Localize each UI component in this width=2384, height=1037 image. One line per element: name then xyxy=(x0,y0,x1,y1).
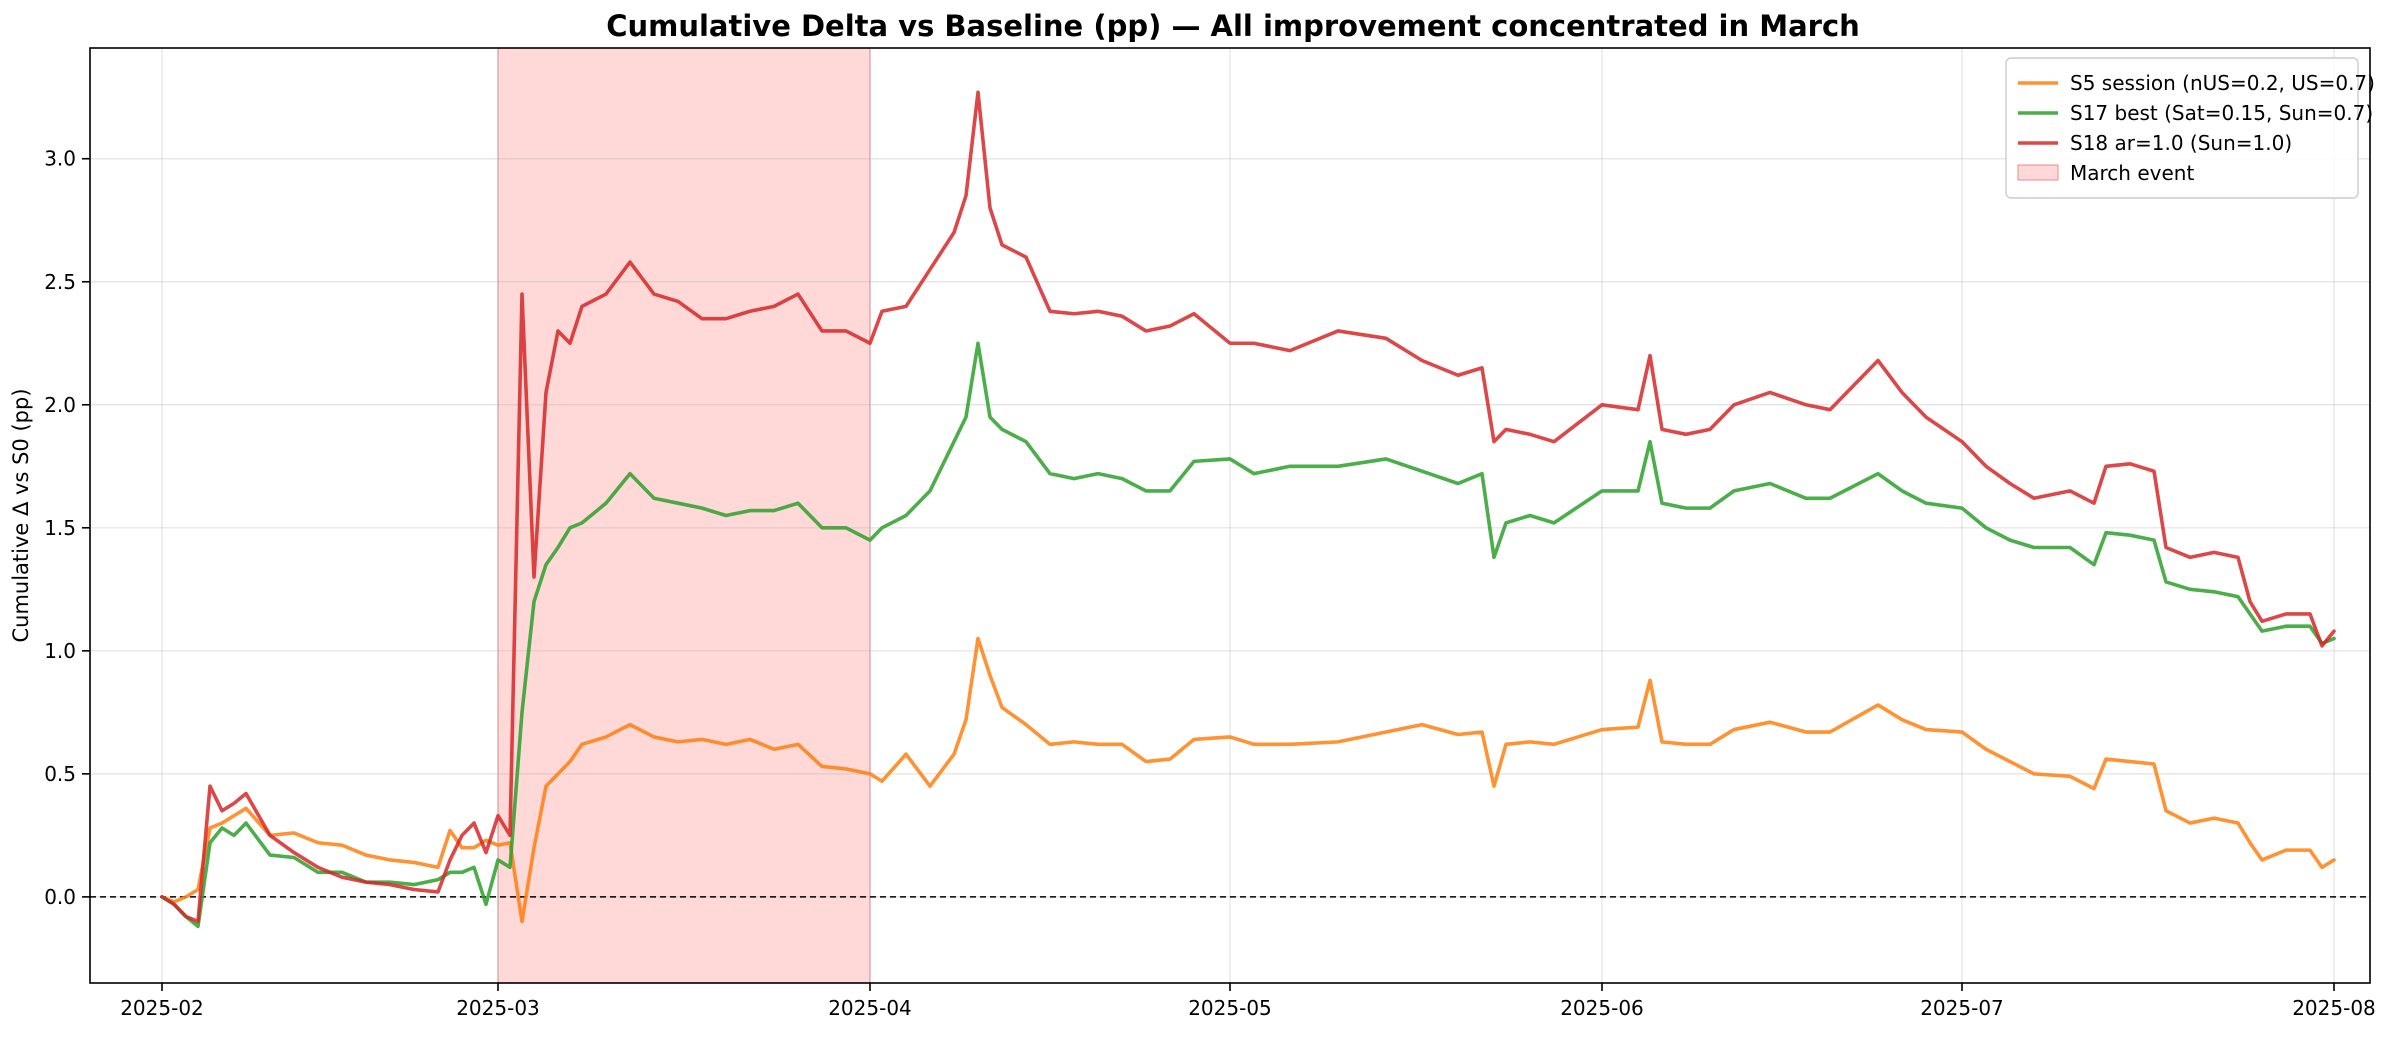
shaded-region-march xyxy=(497,47,871,984)
x-tick-label: 2025-04 xyxy=(828,996,912,1020)
y-axis: 0.0 0.5 1.0 1.5 2.0 2.5 3.0 xyxy=(44,147,90,909)
x-tick-label: 2025-08 xyxy=(2292,996,2376,1020)
y-tick-label: 0.0 xyxy=(44,885,76,909)
legend-label-series-1: S5 session (nUS=0.2, US=0.7) xyxy=(2070,71,2375,95)
x-tick-label: 2025-07 xyxy=(1920,996,2004,1020)
legend-label-series-2: S17 best (Sat=0.15, Sun=0.7) xyxy=(2070,101,2373,125)
legend-label-series-3: S18 ar=1.0 (Sun=1.0) xyxy=(2070,131,2292,155)
chart-title: Cumulative Delta vs Baseline (pp) — All … xyxy=(606,9,1860,43)
legend: S5 session (nUS=0.2, US=0.7) S17 best (Sa… xyxy=(2005,57,2375,199)
series-layer xyxy=(160,90,2336,929)
shaded-region-layer xyxy=(497,47,871,984)
x-tick-label: 2025-06 xyxy=(1560,996,1644,1020)
legend-box xyxy=(2005,57,2359,199)
plot-area xyxy=(90,47,2370,984)
x-tick-label: 2025-03 xyxy=(456,996,540,1020)
legend-label-march-event: March event xyxy=(2070,161,2194,185)
y-tick-label: 1.5 xyxy=(44,516,76,540)
series-line-3 xyxy=(160,90,2336,924)
x-axis: 2025-02 2025-03 2025-04 2025-05 2025-06 2025-… xyxy=(120,983,2376,1020)
y-tick-label: 0.5 xyxy=(44,762,76,786)
series-line-2 xyxy=(160,341,2336,929)
grid-layer xyxy=(90,48,2370,983)
x-tick-label: 2025-02 xyxy=(120,996,204,1020)
y-axis-label: Cumulative Δ vs S0 (pp) xyxy=(9,388,33,642)
y-tick-label: 2.5 xyxy=(44,270,76,294)
y-tick-label: 1.0 xyxy=(44,639,76,663)
x-tick-label: 2025-05 xyxy=(1188,996,1272,1020)
legend-swatch-march-event xyxy=(2017,164,2059,181)
y-tick-label: 2.0 xyxy=(44,393,76,417)
y-tick-label: 3.0 xyxy=(44,147,76,171)
series-line-1 xyxy=(160,636,2336,924)
